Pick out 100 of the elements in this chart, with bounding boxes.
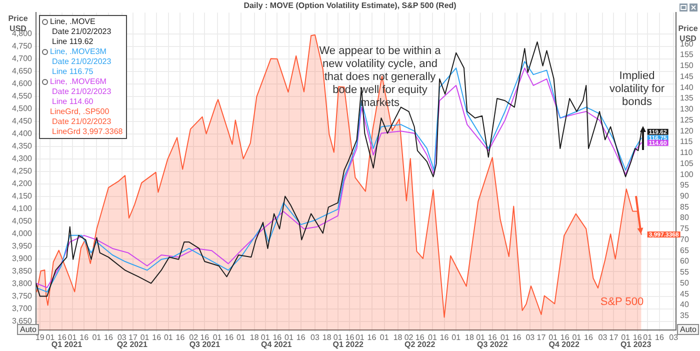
y2-tick-label: 40 — [680, 300, 690, 310]
y2-tick-label: 60 — [680, 256, 690, 266]
x-tick-label: 16 — [272, 333, 282, 342]
y-tick-label: 3,900 — [12, 254, 33, 263]
y-tick-label: 4,100 — [12, 204, 33, 213]
x-tick-label: 16 — [58, 333, 68, 342]
x-tick-label: 02 — [404, 333, 414, 342]
y-tick-label: 3,800 — [12, 278, 33, 288]
x-tick-label: 16 — [584, 333, 594, 342]
x-tick-label: 16 — [440, 333, 450, 342]
annotation: Implied volatility for bonds — [608, 70, 666, 109]
annotation: Line 116.75 — [51, 66, 94, 77]
x-tick-label: 17 — [536, 333, 546, 342]
y-tick-label: 4,400 — [12, 129, 33, 138]
x-tick-label: 01 — [140, 333, 150, 342]
x-tick-label: 16 — [632, 333, 642, 342]
x-tick-label: 16 — [80, 333, 90, 342]
y2-tick-label: 50 — [680, 278, 690, 288]
x-tick-label: 16 — [512, 333, 522, 342]
y2-tick-label: 110 — [680, 148, 694, 158]
x-tick-label: 17 — [128, 333, 138, 342]
x-tick-label: 01 — [500, 333, 510, 342]
x-tick-label: 01 — [355, 333, 365, 342]
x-tick-label: 16 — [296, 333, 306, 342]
annotation: Date 21/02/2023 — [51, 116, 112, 127]
x-tick-label: 01 — [46, 333, 56, 342]
x-tick-label: 01 — [92, 333, 102, 342]
x-tick-label: 01 — [548, 333, 558, 342]
x-tick-label: 01 — [380, 333, 390, 342]
y-tick-label: 4,000 — [12, 228, 33, 238]
x2-tick-label: Q2 2021 — [116, 340, 148, 350]
x2-tick-label: Q2 2022 — [404, 340, 436, 350]
x2-tick-label: Q4 2021 — [261, 340, 292, 350]
y-tick-label: 3,850 — [12, 266, 33, 276]
annotation: Date 21/02/2023 — [51, 86, 112, 97]
y-tick-label: 4,050 — [12, 216, 33, 226]
x-tick-label: 18 — [465, 333, 474, 342]
x2-tick-label: Q4 2022 — [548, 340, 580, 350]
y-tick-label: 4,350 — [12, 142, 33, 151]
x-tick-label: 16 — [104, 333, 114, 342]
text: LineGrd, .SP500 — [50, 106, 110, 117]
y-tick-label: 4,250 — [12, 166, 33, 176]
x-tick-label: 19 — [35, 333, 45, 342]
y2-tick-label: 105 — [680, 158, 694, 168]
x-tick-label: 01 — [476, 333, 486, 342]
x-tick-label: 03 — [598, 333, 608, 342]
y2-tick-label: 80 — [680, 213, 690, 222]
y2-tick-label: 130 — [680, 104, 694, 114]
x-tick-label: 01 — [284, 333, 294, 342]
x2-tick-label: Q3 2022 — [477, 340, 508, 350]
annotation: LineGrd 3,997.3368 — [51, 126, 123, 137]
y-tick-label: 4,200 — [12, 179, 33, 188]
y-tick-label: 3,700 — [12, 304, 33, 313]
y-tick-label: 4,500 — [12, 104, 33, 114]
x2-tick-label: Q1 2022 — [332, 340, 364, 350]
y2-tick-label: 145 — [680, 72, 694, 81]
x-tick-label: 01 — [333, 333, 343, 342]
y2-tick-label: 115 — [680, 137, 694, 146]
x-tick-label: 01 — [621, 333, 631, 342]
x-tick-label: 16 — [200, 333, 210, 342]
x-tick-label: 16 — [224, 333, 234, 342]
y-tick-label: 4,650 — [12, 66, 33, 76]
y2-tick-label: 120 — [680, 126, 694, 136]
x-tick-label: 18 — [322, 333, 332, 342]
x-tick-label: 03 — [669, 333, 679, 342]
text: Line, .MOVE — [50, 16, 96, 27]
x-tick-label: 01 — [428, 333, 438, 342]
y-tick-label: 4,150 — [12, 191, 33, 200]
text: Line, .MOVE3M — [50, 46, 106, 57]
y2-tick-label: 150 — [680, 61, 694, 70]
annotation: Line 119.62 — [51, 36, 94, 47]
x-tick-label: 02 — [189, 333, 199, 342]
x-tick-label: 01 — [212, 333, 222, 342]
y2-tick-label: 140 — [680, 82, 694, 92]
y2-tick-label: 90 — [680, 192, 690, 201]
annotation: Line 114.60 — [51, 96, 94, 107]
x-tick-label: 16 — [176, 333, 186, 342]
x-tick-label: 16 — [415, 333, 425, 342]
annotation: Date 21/02/2023 — [51, 56, 112, 67]
x-tick-label: 01 — [68, 333, 78, 342]
y2-tick-label: 95 — [680, 180, 690, 190]
x2-tick-label: Q3 2021 — [189, 340, 221, 350]
x-tick-label: 18 — [393, 333, 403, 342]
x2-tick-label: Q1 2023 — [620, 340, 652, 350]
annotation: Auto — [17, 324, 40, 335]
x-tick-label: 03 — [526, 333, 536, 342]
y-tick-label: 3,950 — [12, 241, 33, 250]
y2-tick-label: 55 — [680, 268, 690, 277]
y2-tick-label: 75 — [680, 224, 690, 234]
x-tick-label: 17 — [609, 333, 619, 342]
y-tick-label: 3,650 — [12, 316, 33, 326]
x-tick-label: 16 — [152, 333, 162, 342]
x-tick-label: 01 — [236, 333, 246, 342]
x-tick-label: 01 — [452, 333, 462, 342]
x-tick-label: 01 — [643, 333, 653, 342]
x-tick-label: 16 — [560, 333, 570, 342]
text: Auto — [677, 324, 700, 335]
y2-tick-label: 45 — [680, 289, 690, 298]
x-tick-label: 16 — [488, 333, 498, 342]
x2-tick-label: Q1 2021 — [51, 340, 83, 350]
